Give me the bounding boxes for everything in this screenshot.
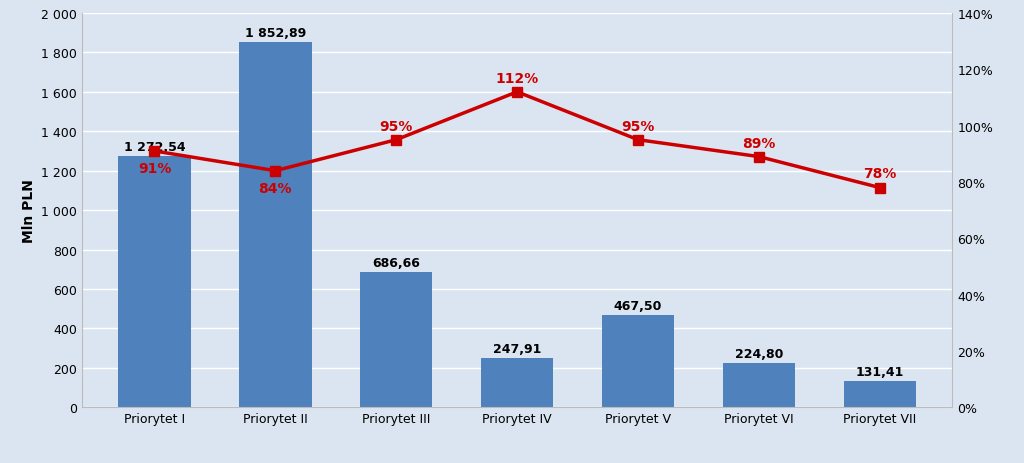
Text: 84%: 84% (259, 181, 292, 195)
Bar (602, 315, 674, 407)
Text: 131,41: 131,41 (856, 366, 904, 379)
Text: 1 272,54: 1 272,54 (124, 141, 185, 154)
Text: 224,80: 224,80 (734, 347, 783, 360)
Bar (360, 272, 432, 407)
Text: 95%: 95% (622, 119, 654, 133)
Text: 78%: 78% (863, 167, 896, 181)
Text: 467,50: 467,50 (613, 300, 663, 313)
Bar (844, 382, 916, 407)
Text: 89%: 89% (742, 136, 775, 150)
Bar (723, 363, 796, 407)
Y-axis label: Mln PLN: Mln PLN (22, 179, 36, 243)
Text: 95%: 95% (380, 119, 413, 133)
Bar (239, 43, 311, 407)
Text: 112%: 112% (496, 72, 539, 86)
Text: 91%: 91% (138, 162, 171, 175)
Text: 247,91: 247,91 (493, 343, 542, 356)
Bar (481, 359, 553, 407)
Text: 686,66: 686,66 (373, 257, 420, 269)
Text: 1 852,89: 1 852,89 (245, 27, 306, 40)
Bar (118, 157, 190, 407)
